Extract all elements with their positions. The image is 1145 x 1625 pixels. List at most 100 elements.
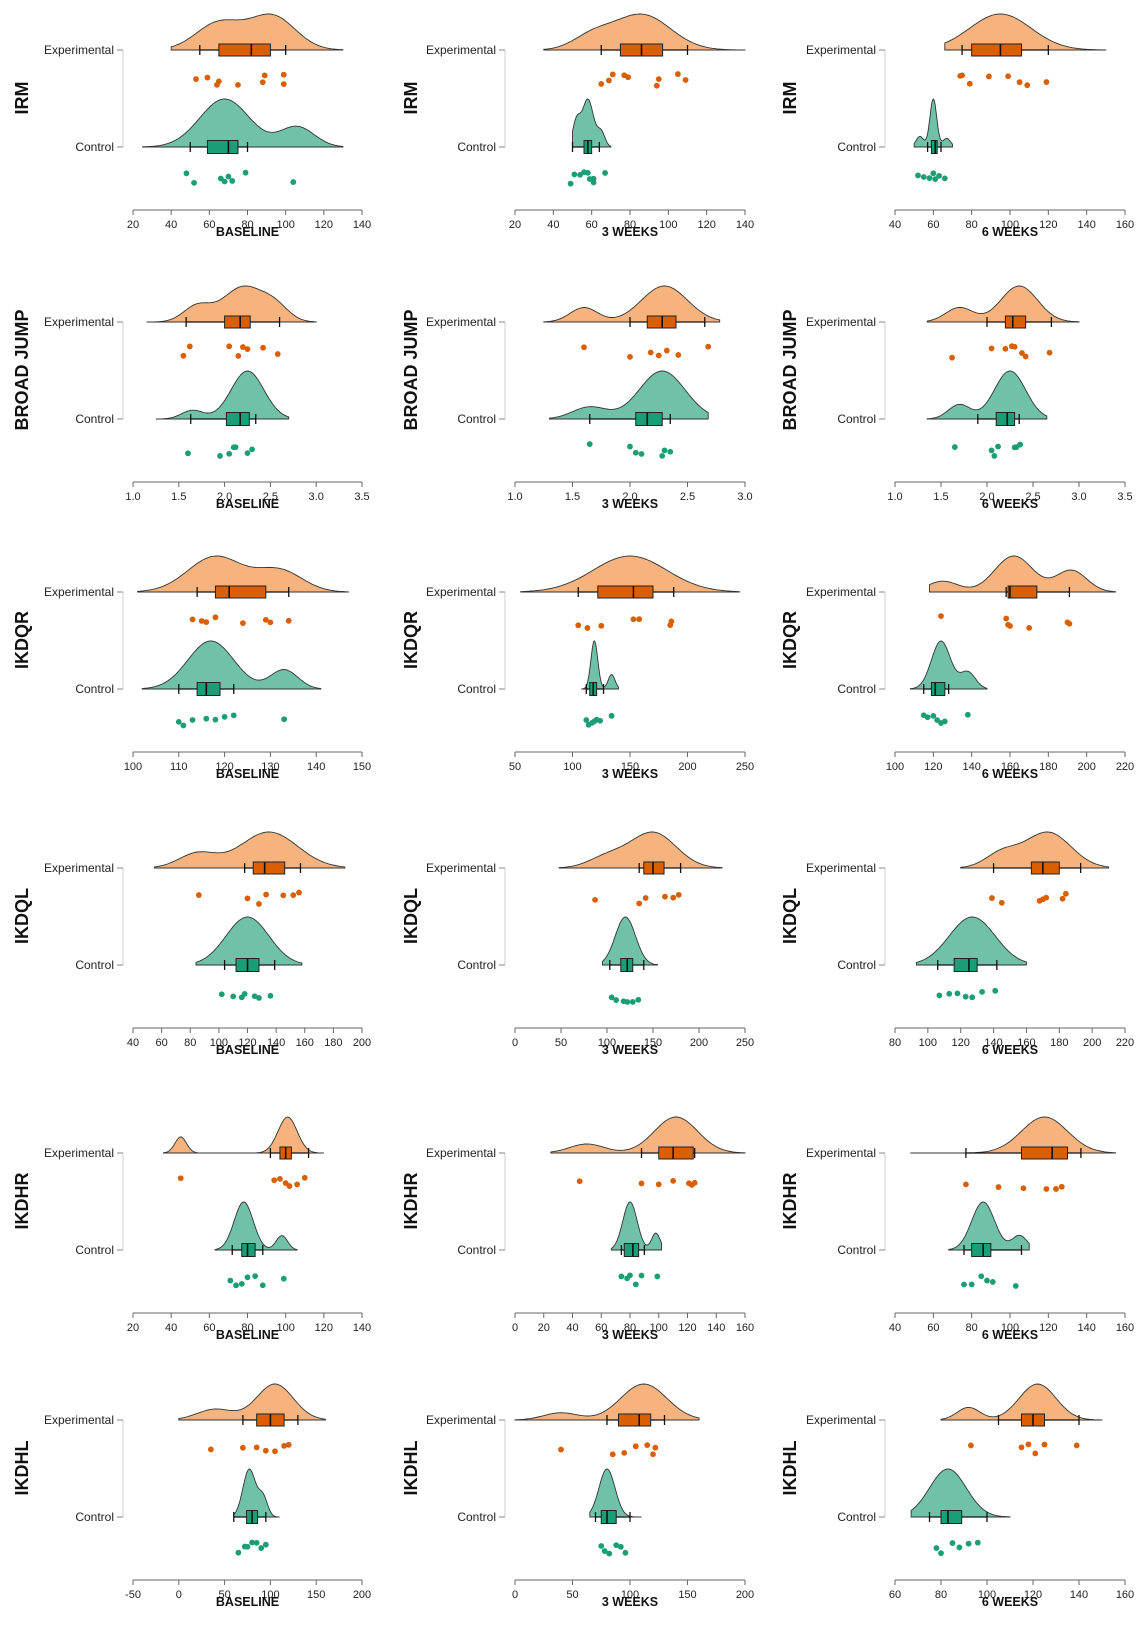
experimental-point (663, 347, 670, 354)
y-axis-title: BROAD JUMP (12, 309, 32, 430)
x-tick-label: 200 (1083, 1037, 1101, 1049)
group-label-control: Control (75, 1243, 114, 1257)
control-point (978, 1273, 985, 1280)
experimental-point (1062, 890, 1069, 897)
x-tick-label: 140 (1077, 1322, 1095, 1334)
x-tick-label: 3.5 (1117, 491, 1132, 503)
control-density (214, 1201, 298, 1251)
control-point (180, 722, 187, 729)
experimental-point (259, 79, 266, 86)
control-box (206, 140, 239, 154)
control-point (667, 448, 674, 455)
experimental-point (207, 1446, 214, 1453)
control-point (280, 1275, 287, 1282)
x-tick-label: 1.5 (933, 491, 948, 503)
experimental-point (198, 618, 205, 624)
x-axis-title: 3 WEEKS (602, 1043, 658, 1057)
control-point (586, 441, 593, 447)
experimental-point (968, 1442, 974, 1449)
control-point (624, 999, 631, 1005)
x-tick-label: 50 (566, 1589, 578, 1601)
control-point (632, 449, 639, 456)
panel-irm-3-weeks: Experimental Control 20 40 60 80 100 120 140 3 WE… (401, 13, 754, 239)
group-label-control: Control (837, 1510, 876, 1524)
x-tick-label: 140 (1077, 219, 1095, 231)
x-tick-label: 160 (736, 1322, 754, 1334)
x-axis-title: BASELINE (216, 1595, 279, 1609)
y-axis-title: BROAD JUMP (780, 309, 800, 430)
experimental-point (655, 352, 662, 359)
x-tick-label: 80 (624, 1322, 636, 1334)
x-axis-title: 6 WEEKS (982, 1043, 1038, 1057)
y-axis-title: IKDHL (401, 1441, 421, 1496)
x-tick-label: 20 (127, 219, 139, 231)
group-label-control: Control (75, 1510, 114, 1524)
experimental-point (627, 353, 633, 360)
experimental-point (256, 901, 262, 907)
x-axis-title: 3 WEEKS (602, 497, 658, 511)
control-point (233, 1282, 239, 1289)
experimental-point (653, 82, 660, 89)
x-tick-label: 140 (353, 219, 371, 231)
y-axis-title: BROAD JUMP (401, 309, 421, 430)
control-point (988, 447, 995, 454)
experimental-point (662, 893, 668, 900)
x-tick-label: 60 (203, 219, 215, 231)
x-tick-label: 2.5 (1025, 491, 1040, 503)
x-tick-label: 140 (1070, 1589, 1088, 1601)
control-point (602, 170, 608, 176)
x-tick-label: 150 (621, 761, 639, 773)
y-axis-title: IKDHR (12, 1173, 32, 1230)
control-density (581, 640, 619, 690)
panel-broad-jump-3-weeks: Experimental Control 1.0 1.5 2.0 2.5 3.0 3 WEEK… (401, 285, 753, 511)
control-density (601, 916, 659, 966)
experimental-point (642, 895, 649, 901)
control-point (597, 717, 603, 724)
experimental-point (621, 1449, 628, 1456)
control-point (175, 718, 182, 725)
x-tick-label: 100 (261, 1589, 279, 1601)
control-point (608, 712, 615, 719)
experimental-point (655, 76, 662, 83)
experimental-box (252, 861, 286, 875)
experimental-box (618, 1413, 652, 1427)
experimental-point (204, 74, 211, 81)
experimental-point (280, 81, 287, 88)
control-point (185, 450, 191, 457)
experimental-point (988, 345, 995, 352)
x-tick-label: 3.0 (1071, 491, 1086, 503)
control-box (623, 1243, 640, 1257)
x-tick-label: 200 (1077, 761, 1095, 773)
x-tick-label: 50 (509, 761, 521, 773)
experimental-box (658, 1146, 694, 1160)
group-label-experimental: Experimental (44, 861, 114, 875)
x-tick-label: 250 (736, 761, 754, 773)
control-box (600, 1510, 617, 1524)
control-box (953, 958, 978, 972)
control-point (962, 993, 969, 1000)
panel-ikdhr-baseline: Experimental Control 20 40 60 80 100 120 140 BASE… (12, 1116, 371, 1342)
control-point (941, 175, 948, 182)
experimental-density (163, 1116, 324, 1154)
control-box (930, 682, 946, 696)
experimental-point (177, 1175, 184, 1182)
x-tick-label: 0 (512, 1589, 518, 1601)
x-tick-label: 60 (927, 219, 939, 231)
control-density (909, 640, 988, 690)
experimental-point (636, 616, 643, 623)
experimental-point (598, 81, 605, 87)
x-tick-label: 120 (315, 1322, 333, 1334)
x-axis-title: BASELINE (216, 225, 279, 239)
panel-irm-6-weeks: Experimental Control 40 60 80 100 120 140 160 6 W… (780, 13, 1134, 239)
y-axis-title: IKDQR (12, 611, 32, 669)
control-point (583, 717, 590, 723)
experimental-point (1022, 353, 1029, 360)
group-label-experimental: Experimental (806, 1146, 876, 1160)
x-tick-label: 100 (276, 219, 294, 231)
experimental-density (170, 13, 344, 51)
x-tick-label: 60 (595, 1322, 607, 1334)
control-point (256, 995, 262, 1001)
control-box (940, 1510, 963, 1524)
experimental-point (576, 1178, 583, 1185)
x-axis-title: 6 WEEKS (982, 1595, 1038, 1609)
